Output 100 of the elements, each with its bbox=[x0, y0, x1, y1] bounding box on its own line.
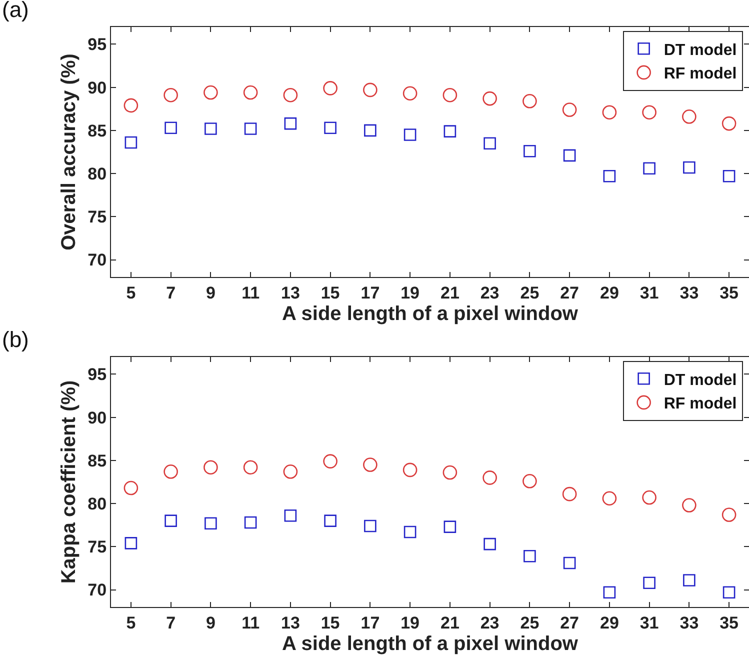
point bbox=[324, 514, 336, 527]
point bbox=[364, 520, 376, 532]
point bbox=[204, 460, 218, 474]
point bbox=[284, 117, 297, 130]
point bbox=[722, 116, 736, 131]
point bbox=[363, 82, 378, 98]
x-tick-label: 21 bbox=[440, 613, 460, 632]
x-tick-label: 35 bbox=[720, 613, 739, 632]
y-tick-label: 75 bbox=[88, 208, 107, 227]
x-tick-label: 15 bbox=[320, 283, 340, 302]
point bbox=[283, 88, 298, 102]
point bbox=[524, 550, 536, 562]
y-tick-label: 90 bbox=[88, 78, 107, 98]
y-axis-title: Kappa coefficient (%) bbox=[58, 380, 80, 584]
point bbox=[444, 520, 456, 533]
y-tick-label: 95 bbox=[88, 365, 107, 384]
point bbox=[444, 125, 456, 138]
x-tick-label: 13 bbox=[280, 613, 300, 632]
point bbox=[442, 465, 458, 480]
x-tick-label: 29 bbox=[600, 283, 619, 302]
y-tick-label: 75 bbox=[88, 538, 107, 557]
point bbox=[164, 464, 178, 479]
y-tick-label: 80 bbox=[88, 494, 107, 514]
y-tick-label: 70 bbox=[88, 250, 107, 270]
text: (a) bbox=[2, 0, 29, 22]
x-tick-label: 29 bbox=[600, 613, 619, 632]
x-tick-label: 15 bbox=[320, 613, 340, 632]
point bbox=[324, 122, 336, 134]
x-tick-label: 7 bbox=[166, 283, 176, 302]
y-tick-label: 90 bbox=[88, 408, 107, 428]
point bbox=[124, 98, 138, 113]
point bbox=[204, 517, 217, 530]
point bbox=[642, 105, 656, 120]
point bbox=[442, 88, 458, 102]
x-tick-label: 11 bbox=[242, 283, 260, 302]
x-tick-label: 9 bbox=[206, 613, 216, 632]
point bbox=[562, 486, 577, 502]
point bbox=[204, 85, 218, 100]
x-tick-label: 5 bbox=[126, 613, 136, 632]
point bbox=[643, 576, 656, 590]
x-tick-label: 33 bbox=[680, 613, 699, 632]
x-tick-label: 25 bbox=[520, 613, 540, 632]
point bbox=[642, 490, 656, 505]
point bbox=[682, 498, 696, 512]
point bbox=[602, 105, 617, 120]
legend-label: DT model bbox=[664, 372, 737, 389]
x-tick-label: 11 bbox=[242, 613, 260, 632]
text: (b) bbox=[2, 327, 29, 352]
point bbox=[402, 86, 418, 101]
point bbox=[363, 458, 378, 472]
point bbox=[323, 454, 338, 468]
point bbox=[283, 464, 298, 479]
point bbox=[244, 516, 257, 529]
x-tick-label: 25 bbox=[520, 283, 540, 302]
x-tick-label: 5 bbox=[126, 283, 136, 302]
point bbox=[482, 91, 497, 106]
point bbox=[722, 586, 736, 598]
point bbox=[243, 85, 258, 100]
x-tick-label: 23 bbox=[480, 613, 500, 632]
point bbox=[722, 508, 736, 522]
point bbox=[124, 136, 138, 149]
point bbox=[404, 526, 416, 538]
point bbox=[204, 122, 217, 135]
x-tick-label: 31 bbox=[640, 283, 659, 302]
x-axis-title: A side length of a pixel window bbox=[282, 632, 578, 655]
x-tick-label: 19 bbox=[400, 613, 420, 632]
legend-label: RF model bbox=[664, 396, 737, 413]
legend-label: RF model bbox=[664, 66, 737, 83]
y-tick-label: 95 bbox=[88, 35, 107, 54]
point bbox=[562, 102, 577, 117]
x-tick-label: 27 bbox=[560, 613, 580, 632]
y-tick-label: 80 bbox=[88, 164, 107, 184]
point bbox=[683, 161, 696, 174]
point bbox=[563, 556, 576, 570]
point bbox=[682, 110, 696, 124]
x-tick-label: 33 bbox=[680, 283, 699, 302]
point bbox=[164, 88, 178, 102]
point bbox=[482, 470, 497, 485]
point bbox=[124, 537, 138, 550]
point bbox=[124, 480, 138, 496]
point bbox=[164, 122, 177, 134]
point bbox=[524, 144, 536, 158]
point bbox=[683, 574, 696, 586]
x-tick-label: 23 bbox=[480, 283, 500, 302]
x-tick-label: 31 bbox=[640, 613, 659, 632]
point bbox=[404, 128, 416, 141]
x-tick-label: 21 bbox=[440, 283, 460, 302]
y-axis-title: Overall accuracy (%) bbox=[58, 54, 80, 250]
point bbox=[522, 474, 537, 488]
point bbox=[603, 170, 616, 182]
point bbox=[364, 124, 376, 137]
point bbox=[484, 538, 496, 550]
x-axis-title: A side length of a pixel window bbox=[282, 302, 578, 325]
y-tick-label: 85 bbox=[88, 451, 107, 470]
point bbox=[164, 514, 177, 527]
legend-label: DT model bbox=[664, 42, 737, 59]
y-tick-label: 70 bbox=[88, 580, 107, 600]
point bbox=[284, 509, 297, 522]
x-tick-label: 7 bbox=[166, 613, 176, 632]
x-tick-label: 17 bbox=[360, 613, 380, 632]
